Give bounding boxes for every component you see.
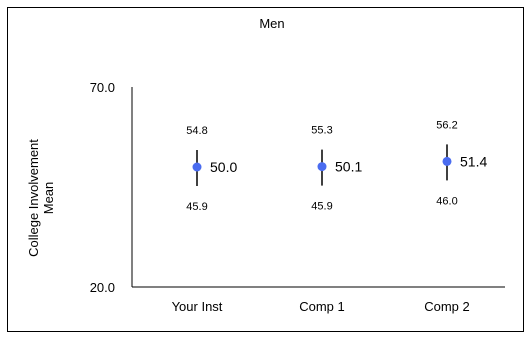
y-axis-title-line2: Mean [41, 182, 56, 215]
data-marks: Your Inst 50.0 54.8 45.9 Comp 1 50.1 55.3 45.9 C… [172, 119, 488, 314]
upper-bound-label: 54.8 [186, 125, 207, 137]
mean-label: 50.0 [210, 159, 237, 175]
y-axis-title-line1: College Involvement [26, 139, 41, 257]
mean-point [192, 162, 202, 172]
lower-bound-label: 46.0 [436, 195, 457, 207]
mean-label: 51.4 [460, 153, 487, 169]
lower-bound-label: 45.9 [311, 201, 332, 213]
lower-bound-label: 45.9 [186, 201, 207, 213]
y-tick-bottom: 20.0 [90, 280, 115, 295]
x-category-label: Comp 2 [424, 299, 470, 314]
chart-title: Men [259, 16, 284, 31]
chart-border [7, 7, 524, 332]
x-category-label: Your Inst [172, 299, 223, 314]
y-tick-top: 70.0 [90, 80, 115, 95]
mean-label: 50.1 [335, 159, 362, 175]
y-axis-title: College Involvement Mean [26, 139, 56, 257]
upper-bound-label: 56.2 [436, 119, 457, 131]
upper-bound-label: 55.3 [311, 125, 332, 137]
mean-point [317, 162, 327, 172]
x-category-label: Comp 1 [299, 299, 345, 314]
mean-point [442, 156, 452, 166]
